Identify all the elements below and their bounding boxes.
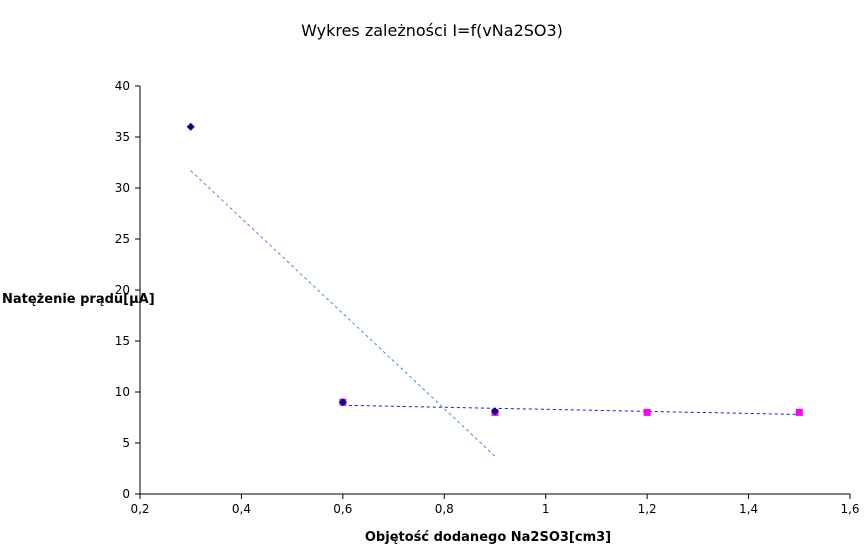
- y-tick-label: 35: [115, 130, 130, 144]
- y-tick-label: 40: [115, 79, 130, 93]
- data-point-square: [795, 408, 803, 416]
- y-tick-label: 5: [122, 436, 130, 450]
- trendline: [342, 404, 800, 415]
- y-tick-label: 0: [122, 487, 130, 501]
- trendlines: [190, 170, 800, 457]
- y-axis-ticks: 0 5 10 15 20 25 30 35 40: [115, 79, 140, 501]
- x-axis-ticks: 0,2 0,4 0,6 0,8 1 1,2 1,4 1,6: [130, 494, 860, 516]
- y-tick-label: 25: [115, 232, 130, 246]
- x-tick-label: 1: [542, 502, 550, 516]
- y-tick-label: 15: [115, 334, 130, 348]
- y-tick-label: 20: [115, 283, 130, 297]
- data-point-square: [643, 408, 651, 416]
- x-tick-label: 0,8: [435, 502, 454, 516]
- x-tick-label: 1,6: [840, 502, 859, 516]
- trendline: [190, 170, 496, 457]
- x-tick-label: 0,2: [130, 502, 149, 516]
- data-point-diamond: [186, 122, 195, 131]
- x-axis-title: Objętość dodanego Na2SO3[cm3]: [365, 530, 611, 545]
- chart-title: Wykres zależności I=f(vNa2SO3): [301, 21, 563, 40]
- x-tick-label: 0,6: [333, 502, 352, 516]
- x-tick-label: 1,4: [739, 502, 758, 516]
- y-axis-title: Natężenie prądu[µA]: [2, 292, 155, 307]
- x-tick-label: 0,4: [232, 502, 251, 516]
- data-points: [186, 122, 803, 416]
- y-tick-label: 10: [115, 385, 130, 399]
- y-tick-label: 30: [115, 181, 130, 195]
- x-tick-label: 1,2: [638, 502, 657, 516]
- data-point-diamond: [338, 398, 347, 407]
- data-point-diamond: [491, 407, 499, 416]
